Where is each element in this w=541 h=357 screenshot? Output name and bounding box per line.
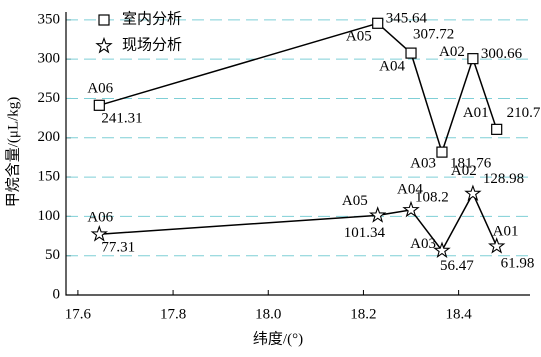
point xyxy=(369,206,387,223)
value-label: 128.98 xyxy=(483,171,524,187)
x-tick-label: 18.0 xyxy=(255,306,281,322)
x-tick-label: 18.4 xyxy=(445,306,472,322)
point-label: A01 xyxy=(493,224,519,240)
value-label: 345.64 xyxy=(386,11,428,27)
y-tick-label: 150 xyxy=(38,169,61,185)
value-label: 300.66 xyxy=(481,46,523,62)
point xyxy=(405,47,417,59)
point-label: A06 xyxy=(87,210,113,226)
point xyxy=(488,237,506,254)
series-line xyxy=(99,191,498,252)
point xyxy=(433,241,451,259)
legend-marker xyxy=(98,14,110,26)
x-axis-title: 纬度/(°) xyxy=(253,330,303,347)
point-label: A04 xyxy=(379,59,405,75)
legend-marker xyxy=(95,36,113,54)
point-label: A01 xyxy=(463,105,489,121)
y-tick-label: 350 xyxy=(38,11,61,27)
point xyxy=(90,225,108,242)
y-tick-label: 100 xyxy=(38,208,61,224)
value-label: 307.72 xyxy=(413,27,454,43)
point xyxy=(491,123,503,135)
value-label: 77.31 xyxy=(101,240,135,256)
value-label: 241.31 xyxy=(101,111,142,127)
y-axis-title: 甲烷含量/(μL/kg) xyxy=(4,97,21,208)
value-label: 108.2 xyxy=(415,189,449,205)
legend-label: 室内分析 xyxy=(122,10,182,27)
point xyxy=(93,99,105,111)
point-label: A02 xyxy=(451,163,477,179)
point xyxy=(464,184,482,202)
point-label: A05 xyxy=(342,193,368,209)
legend-label: 现场分析 xyxy=(122,36,182,53)
series-line xyxy=(99,22,498,155)
value-label: 56.47 xyxy=(440,258,474,274)
y-tick-label: 200 xyxy=(38,129,61,145)
point xyxy=(436,146,448,158)
y-tick-label: 50 xyxy=(45,247,60,263)
x-tick-label: 17.6 xyxy=(65,306,92,322)
value-label: 101.34 xyxy=(344,225,386,241)
point-label: A04 xyxy=(397,181,423,197)
point-label: A03 xyxy=(410,236,436,252)
y-tick-label: 250 xyxy=(38,90,61,106)
point-label: A06 xyxy=(87,81,113,97)
value-label: 210.71 xyxy=(507,105,541,121)
point xyxy=(402,200,420,218)
y-tick-label: 300 xyxy=(38,51,61,67)
point-label: A03 xyxy=(410,156,436,172)
point-label: A02 xyxy=(439,44,465,60)
point-label: A05 xyxy=(346,29,372,45)
x-tick-label: 18.2 xyxy=(350,306,376,322)
value-label: 61.98 xyxy=(501,256,535,272)
x-tick-label: 17.8 xyxy=(160,306,186,322)
value-label: 181.76 xyxy=(450,156,492,172)
axes xyxy=(65,12,530,296)
y-tick-label: 0 xyxy=(53,286,61,302)
point xyxy=(467,53,479,65)
point xyxy=(372,17,384,29)
